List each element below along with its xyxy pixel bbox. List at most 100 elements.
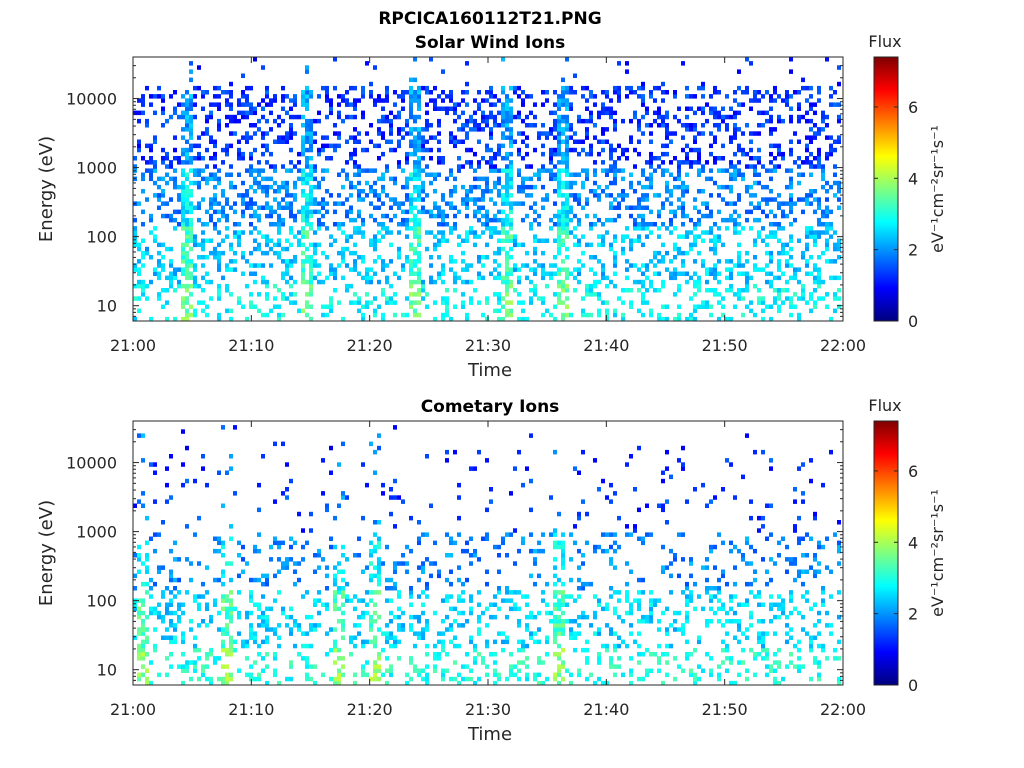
spectrogram-cell [697, 217, 701, 223]
spectrogram-cell [497, 308, 501, 314]
spectrogram-cell [809, 94, 813, 99]
spectrogram-cell [265, 283, 269, 289]
spectrogram-cell [793, 304, 797, 309]
spectrogram-cell [373, 548, 377, 554]
spectrogram-cell [685, 143, 689, 149]
spectrogram-cell [353, 139, 357, 144]
spectrogram-cell [349, 652, 353, 657]
spectrogram-cell [253, 577, 257, 583]
spectrogram-cell [393, 569, 397, 574]
spectrogram-cell [801, 627, 805, 632]
spectrogram-cell [825, 151, 829, 157]
spectrogram-cell [833, 292, 837, 297]
spectrogram-cell [433, 234, 437, 239]
spectrogram-cell [353, 594, 357, 599]
spectrogram-cell [281, 259, 285, 264]
spectrogram-cell [773, 168, 777, 173]
spectrogram-cell [145, 635, 149, 640]
spectrogram-cell [793, 275, 797, 281]
spectrogram-cell [169, 623, 173, 628]
spectrogram-cell [265, 147, 269, 153]
spectrogram-cell [141, 102, 145, 107]
spectrogram-cell [753, 594, 757, 599]
spectrogram-cell [593, 548, 597, 554]
spectrogram-cell [649, 668, 653, 673]
spectrogram-cell [397, 160, 401, 165]
spectrogram-cell [169, 271, 173, 276]
spectrogram-cell [801, 288, 805, 293]
spectrogram-cell [797, 610, 801, 616]
spectrogram-cell [585, 176, 589, 182]
spectrogram-cell [133, 267, 137, 272]
spectrogram-cell [645, 288, 649, 293]
spectrogram-cell [749, 561, 753, 566]
spectrogram-cell [297, 230, 301, 235]
spectrogram-cell [837, 288, 841, 293]
spectrogram-cell [541, 296, 545, 301]
spectrogram-cell [405, 561, 409, 566]
spectrogram-cell [441, 598, 445, 603]
spectrogram-cell [357, 308, 361, 314]
spectrogram-cell [393, 300, 397, 305]
spectrogram-cell [769, 234, 773, 239]
spectrogram-cell [557, 267, 561, 272]
spectrogram-cell [605, 90, 609, 95]
spectrogram-cell [289, 614, 293, 620]
spectrogram-cell [373, 168, 377, 173]
spectrogram-cell [565, 160, 569, 165]
spectrogram-cell [261, 106, 265, 111]
spectrogram-cell [225, 680, 229, 686]
spectrogram-cell [793, 292, 797, 297]
x-tick-label: 21:00 [110, 336, 156, 355]
spectrogram-cell [789, 238, 793, 243]
spectrogram-cell [465, 676, 469, 682]
spectrogram-cell [737, 672, 741, 678]
spectrogram-cell [705, 300, 709, 305]
spectrogram-cell [293, 94, 297, 99]
spectrogram-cell [309, 259, 313, 264]
spectrogram-cell [509, 135, 513, 140]
spectrogram-cell [661, 160, 665, 165]
spectrogram-cell [513, 85, 517, 91]
spectrogram-cell [261, 581, 265, 587]
spectrogram-cell [141, 283, 145, 289]
spectrogram-cell [417, 255, 421, 260]
spectrogram-cell [541, 271, 545, 276]
spectrogram-cell [393, 639, 397, 645]
spectrogram-cell [641, 676, 645, 682]
spectrogram-cell [717, 590, 721, 595]
spectrogram-cell [605, 139, 609, 144]
spectrogram-cell [437, 569, 441, 574]
spectrogram-cell [365, 590, 369, 595]
spectrogram-cell [353, 635, 357, 640]
spectrogram-cell [409, 193, 413, 198]
spectrogram-cell [593, 168, 597, 173]
spectrogram-cell [505, 250, 509, 256]
spectrogram-cell [789, 594, 793, 599]
spectrogram-cell [669, 139, 673, 144]
spectrogram-cell [577, 594, 581, 599]
spectrogram-cell [717, 577, 721, 583]
spectrogram-cell [433, 213, 437, 219]
spectrogram-cell [289, 201, 293, 206]
spectrogram-cell [805, 156, 809, 161]
spectrogram-cell [341, 246, 345, 252]
spectrogram-cell [229, 602, 233, 607]
spectrogram-cell [177, 184, 181, 190]
spectrogram-cell [525, 275, 529, 281]
spectrogram-cell [633, 217, 637, 223]
spectrogram-cell [681, 184, 685, 190]
spectrogram-cell [225, 672, 229, 678]
spectrogram-cell [393, 201, 397, 206]
spectrogram-cell [353, 164, 357, 169]
spectrogram-cell [229, 647, 233, 653]
spectrogram-cell [673, 267, 677, 272]
spectrogram-cell [225, 114, 229, 120]
spectrogram-cell [525, 151, 529, 157]
spectrogram-cell [665, 226, 669, 231]
spectrogram-cell [165, 201, 169, 206]
spectrogram-cell [805, 135, 809, 140]
spectrogram-cell [289, 205, 293, 210]
spectrogram-cell [673, 209, 677, 215]
spectrogram-cell [385, 635, 389, 640]
